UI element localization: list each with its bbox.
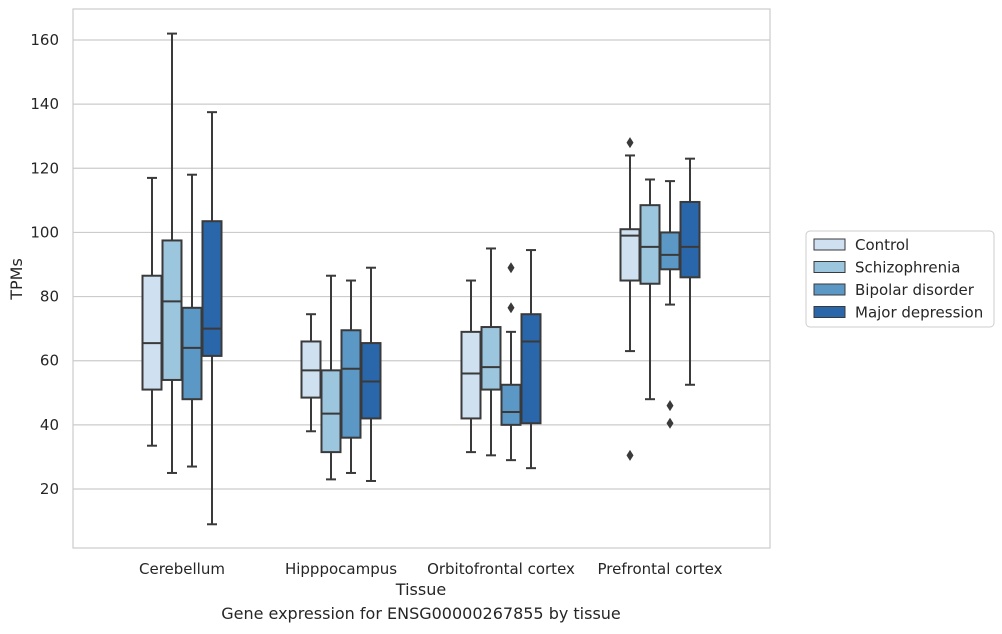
legend-swatch (813, 238, 846, 251)
box-iqr (181, 306, 203, 401)
legend-label: Control (855, 236, 909, 254)
box-control (460, 279, 482, 454)
box-iqr (460, 330, 482, 420)
outlier-point (666, 417, 674, 429)
plot-area-frame (72, 8, 771, 549)
y-tick-label: 80 (40, 288, 59, 306)
x-tick-label: Orbitofrontal cortex (427, 560, 575, 578)
x-tick-label: Cerebellum (139, 560, 225, 578)
y-axis-label: TPMs (7, 258, 26, 301)
outlier-point (666, 400, 674, 412)
x-tick-label: Hipppocampus (285, 560, 397, 578)
y-tick-label: 160 (30, 31, 59, 49)
y-tick-label: 140 (30, 95, 59, 113)
y-tick-label: 40 (40, 416, 59, 434)
box-schizophrenia (161, 32, 183, 474)
figure-caption: Gene expression for ENSG00000267855 by t… (221, 604, 621, 623)
box-iqr (520, 313, 542, 425)
legend-label: Schizophrenia (855, 259, 960, 277)
box-iqr (480, 326, 502, 391)
legend-swatch (813, 306, 846, 318)
legend-frame (805, 230, 995, 328)
legend-swatch (813, 261, 846, 273)
outlier-point (626, 449, 634, 461)
box-bipolar-disorder (181, 173, 203, 468)
x-tick-label: Prefrontal cortex (598, 560, 723, 578)
x-axis-ticks: Cerebellum Hipppocampus Orbitofrontal cort… (139, 560, 723, 578)
box-iqr (639, 204, 661, 285)
box-major-depression (360, 266, 382, 482)
box-major-depression (679, 157, 701, 386)
box-control (141, 176, 163, 447)
y-axis-ticks: 20 40 60 80 100 120 140 160 (30, 31, 59, 498)
box-iqr (619, 228, 641, 282)
box-iqr (201, 220, 223, 357)
x-axis-label: Tissue (395, 580, 446, 599)
box-control (300, 313, 322, 433)
box-iqr (679, 200, 701, 279)
box-iqr (659, 231, 681, 271)
legend: Control Schizophrenia Bipolar disorder Majo… (805, 230, 995, 328)
box-major-depression (520, 249, 542, 470)
box-iqr (320, 369, 342, 454)
outlier-point (507, 262, 515, 274)
legend-swatch (813, 283, 846, 296)
y-tick-label: 120 (30, 159, 59, 177)
y-tick-label: 100 (30, 223, 59, 241)
y-tick-label: 60 (40, 352, 59, 370)
box-control (619, 137, 641, 461)
box-schizophrenia (639, 178, 661, 401)
box-iqr (161, 239, 183, 381)
legend-label: Bipolar disorder (855, 281, 975, 299)
box-iqr (141, 274, 163, 391)
box-bipolar-disorder (659, 180, 681, 429)
box-plots (141, 32, 701, 526)
legend-label: Major depression (855, 304, 983, 322)
y-tick-label: 20 (40, 480, 59, 498)
outlier-point (507, 302, 515, 314)
box-bipolar-disorder (340, 279, 362, 474)
box-bipolar-disorder (500, 262, 522, 462)
box-schizophrenia (480, 247, 502, 457)
box-schizophrenia (320, 274, 342, 481)
box-iqr (340, 329, 362, 439)
box-major-depression (201, 111, 223, 526)
box-iqr (500, 383, 522, 426)
outlier-point (626, 137, 634, 149)
